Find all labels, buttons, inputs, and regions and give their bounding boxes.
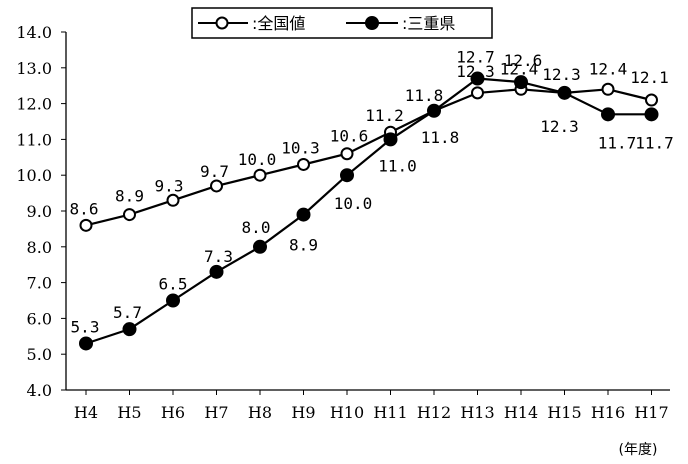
x-tick-label: H16: [591, 403, 625, 422]
series-1-data-label: 8.9: [289, 236, 318, 255]
series-1-point: [209, 264, 224, 279]
x-unit-label: (年度): [619, 442, 658, 458]
series-0-data-label: 12.3: [456, 62, 495, 81]
x-tick-label: H7: [204, 403, 228, 422]
series-1-point: [427, 103, 441, 118]
legend-marker-1: [365, 16, 379, 30]
series-line-0: [85, 88, 652, 227]
series-0-point: [297, 157, 310, 171]
series-line-1: [85, 77, 652, 345]
y-tick-label: 8.0: [27, 238, 52, 257]
series-0-data-label: 12.4: [589, 59, 628, 78]
legend-marker-0: [215, 16, 229, 30]
series-0-data-label: 12.1: [630, 68, 669, 87]
x-tick-label: H9: [291, 403, 315, 422]
series-0-data-label: 9.7: [200, 162, 229, 181]
series-0-data-label: 12.3: [542, 65, 581, 84]
series-1-data-label: 11.7: [598, 133, 637, 152]
y-tick-label: 6.0: [27, 309, 52, 328]
x-tick-label: H15: [547, 403, 581, 422]
x-tick-labels: H4 H5 H6 H7 H8 H9 H10 H11 H12 H13 H14 H15 H16 H17: [74, 403, 669, 422]
legend: :全国値 :三重県: [191, 7, 493, 39]
x-tick-label: H17: [634, 403, 668, 422]
x-tick-label: H10: [330, 403, 364, 422]
series-points: [79, 71, 659, 351]
x-tick-label: H13: [460, 403, 494, 422]
series-lines: [85, 77, 652, 345]
series-0-data-label: 12.4: [500, 59, 539, 78]
series-0-data-label: 11.8: [405, 86, 444, 105]
series-1-data-label: 7.3: [204, 247, 233, 266]
series-0-point: [645, 93, 658, 107]
series-0-data-label: 9.3: [155, 176, 184, 195]
y-tick-label: 11.0: [16, 130, 52, 149]
series-0-point: [123, 208, 136, 222]
y-tick-label: 7.0: [27, 274, 52, 293]
series-1-point: [601, 107, 615, 122]
series-1-data-label: 10.0: [334, 194, 373, 213]
y-tick-label: 4.0: [27, 381, 52, 400]
series-1-point: [79, 336, 93, 351]
y-tick-label: 10.0: [16, 166, 52, 185]
y-tick-label: 14.0: [16, 23, 52, 42]
series-0-point: [340, 147, 354, 161]
series-1-point: [470, 71, 485, 86]
series-0-data-label: 11.2: [365, 106, 404, 125]
series-1-point: [557, 85, 572, 100]
series-0-point: [210, 179, 223, 193]
series-0-data-label: 10.3: [281, 138, 320, 157]
y-tick-label: 12.0: [16, 95, 52, 114]
series-1-point: [383, 132, 398, 147]
series-0-data-label: 10.6: [330, 127, 369, 146]
series-0-data-label: 8.9: [115, 187, 144, 206]
x-tick-label: H5: [117, 403, 141, 422]
series-1-data-label: 11.7: [635, 133, 674, 152]
x-tick-label: H6: [161, 403, 185, 422]
y-tick-label: 9.0: [27, 202, 52, 221]
series-1-data-label: 12.7: [456, 48, 495, 67]
series-0-point: [471, 86, 484, 100]
series-0-point: [253, 168, 267, 182]
series-1-point: [122, 322, 137, 337]
series-1-data-label: 11.0: [378, 156, 417, 175]
x-tick-label: H12: [417, 403, 451, 422]
series-1-data-label: 6.5: [159, 275, 188, 294]
y-tick-label: 13.0: [16, 59, 52, 78]
x-tick-label: H11: [373, 403, 407, 422]
y-tick-labels: 14.0 13.0 12.0 11.0 10.0 9.0 8.0 7.0 6.0 5.0 4.0: [16, 23, 52, 400]
data-labels: 8.68.99.39.710.010.310.611.211.812.3 12.4…: [70, 48, 674, 337]
series-1-point: [166, 293, 180, 308]
legend-label-1: :三重県: [402, 14, 455, 33]
series-1-data-label: 5.3: [71, 317, 100, 336]
series-1-data-label: 12.3: [540, 117, 579, 136]
series-0-data-label: 8.6: [70, 199, 99, 218]
axes: [61, 31, 670, 395]
y-tick-label: 5.0: [27, 345, 52, 364]
series-1-data-label: 12.6: [504, 51, 543, 70]
series-0-point: [79, 218, 93, 232]
series-1-data-label: 11.8: [421, 128, 460, 147]
series-1-point: [340, 168, 354, 183]
series-1-point: [296, 207, 311, 222]
series-1-point: [644, 107, 659, 122]
x-tick-label: H4: [74, 403, 98, 422]
legend-label-0: :全国値: [252, 14, 305, 33]
series-1-point: [514, 75, 528, 90]
x-tick-label: H8: [248, 403, 272, 422]
series-0-data-label: 10.0: [238, 150, 277, 169]
series-1-point: [253, 239, 267, 254]
series-0-point: [601, 82, 615, 96]
series-1-data-label: 8.0: [242, 218, 271, 237]
series-1-data-label: 5.7: [113, 303, 142, 322]
series-0-point: [166, 193, 180, 207]
x-tick-label: H14: [504, 403, 538, 422]
